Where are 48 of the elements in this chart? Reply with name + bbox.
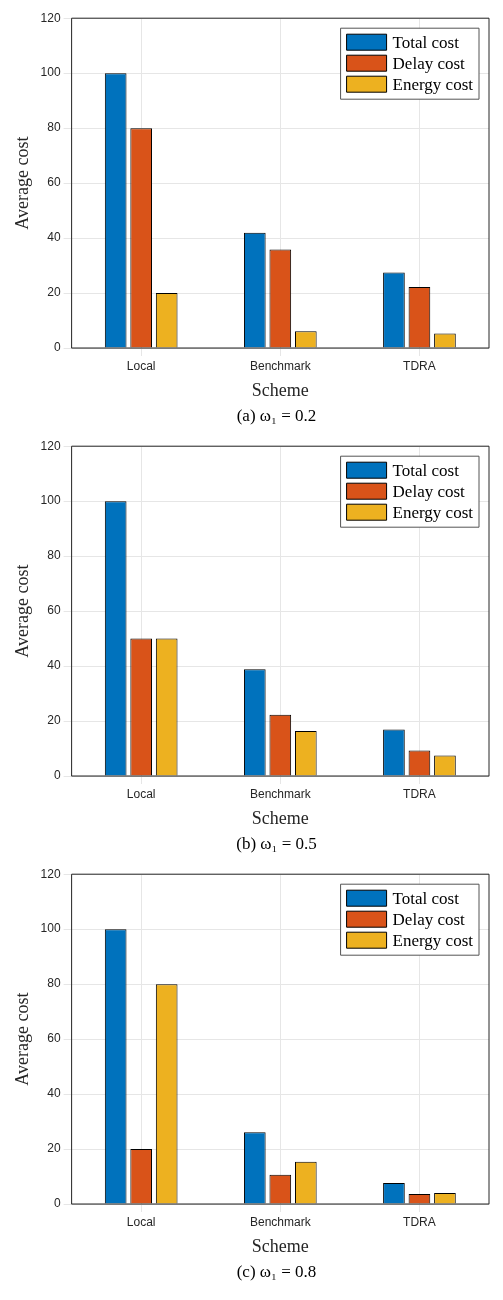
- text: (c) ω₁ = 0.8: [235, 1262, 318, 1282]
- y-axis-title: Average cost: [11, 564, 32, 658]
- y-axis-title: Average cost: [11, 136, 32, 230]
- x-axis-title: Scheme: [251, 379, 309, 400]
- x-tick-label: Benchmark: [249, 786, 312, 801]
- legend-label: Delay cost: [392, 909, 466, 929]
- y-tick-label: 60: [47, 1031, 61, 1046]
- legend-label: Total cost: [392, 460, 460, 480]
- y-tick-label: 80: [47, 976, 61, 991]
- y-tick-label: 40: [47, 230, 61, 245]
- y-tick-label: 20: [47, 1141, 61, 1156]
- x-tick-label: TDRA: [403, 358, 436, 373]
- x-tick-label: Local: [126, 1214, 156, 1229]
- y-tick-label: 0: [53, 340, 61, 355]
- y-tick-label: 40: [47, 1086, 61, 1101]
- x-tick-label: TDRA: [403, 1214, 436, 1229]
- legend-label: Energy cost: [392, 74, 474, 94]
- y-tick-label: 20: [47, 285, 61, 300]
- x-tick-label: TDRA: [403, 786, 436, 801]
- legend-label: Energy cost: [392, 502, 474, 522]
- y-tick-label: 80: [47, 548, 61, 563]
- y-tick-label: 120: [40, 438, 61, 453]
- text: (a) ω₁ = 0.2: [235, 406, 318, 426]
- y-tick-label: 0: [53, 1196, 61, 1211]
- legend-label: Total cost: [392, 888, 460, 908]
- y-tick-label: 80: [47, 120, 61, 135]
- legend-label: Energy cost: [392, 930, 474, 950]
- x-tick-label: Local: [126, 786, 156, 801]
- x-tick-label: Local: [126, 358, 156, 373]
- y-tick-label: 20: [47, 713, 61, 728]
- y-tick-label: 120: [40, 10, 61, 25]
- x-tick-label: Benchmark: [249, 1214, 312, 1229]
- y-tick-label: 60: [47, 603, 61, 618]
- y-tick-label: 100: [40, 921, 61, 936]
- legend-label: Delay cost: [392, 481, 466, 501]
- legend-label: Total cost: [392, 32, 460, 52]
- y-tick-label: 60: [47, 175, 61, 190]
- y-tick-label: 40: [47, 658, 61, 673]
- x-axis-title: Scheme: [251, 807, 309, 828]
- y-axis-title: Average cost: [11, 992, 32, 1086]
- x-tick-label: Benchmark: [249, 358, 312, 373]
- text: (b) ω₁ = 0.5: [235, 834, 318, 854]
- x-axis-title: Scheme: [251, 1235, 309, 1256]
- y-tick-label: 0: [53, 768, 61, 783]
- y-tick-label: 100: [40, 493, 61, 508]
- legend-label: Delay cost: [392, 53, 466, 73]
- y-tick-label: 100: [40, 65, 61, 80]
- y-tick-label: 120: [40, 866, 61, 881]
